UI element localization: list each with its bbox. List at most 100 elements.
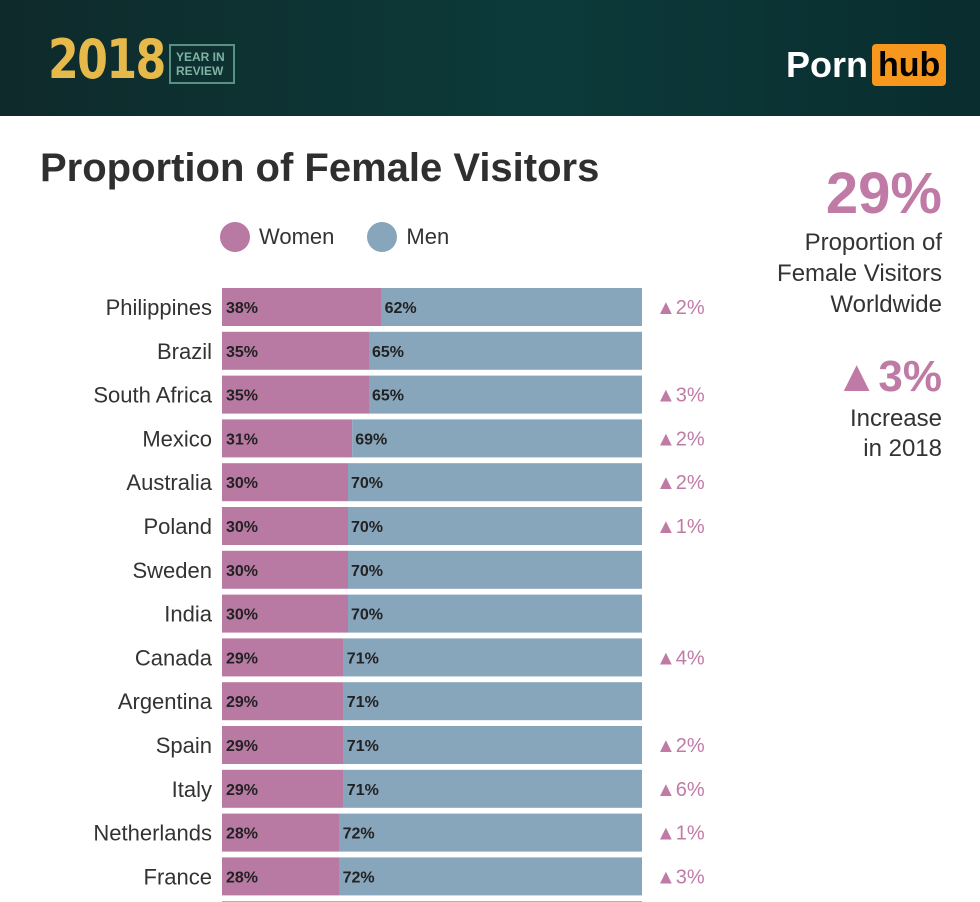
category-label: Australia xyxy=(126,470,212,495)
bar-women xyxy=(222,726,344,764)
change-label: ▲1% xyxy=(656,823,705,845)
bar-men xyxy=(369,375,642,414)
bar-women xyxy=(222,375,369,414)
legend-label-women: Women xyxy=(259,224,335,249)
worldwide-label-line-2: Female Visitors xyxy=(777,260,942,287)
change-label: ▲2% xyxy=(656,428,705,450)
legend-label-men: Men xyxy=(406,224,450,249)
logo-text-hub: hub xyxy=(872,44,947,86)
bar-men xyxy=(343,682,642,721)
data-label-men: 71% xyxy=(347,650,379,667)
category-label: France xyxy=(144,864,212,889)
data-label-women: 29% xyxy=(226,738,258,755)
bar-men xyxy=(339,813,642,852)
data-label-women: 30% xyxy=(226,563,258,580)
chart-legend: Women Men xyxy=(220,222,482,252)
change-label: ▲4% xyxy=(656,647,705,669)
data-label-men: 69% xyxy=(355,431,387,448)
change-label: ▲6% xyxy=(656,779,705,801)
data-label-men: 70% xyxy=(351,563,383,580)
data-label-men: 62% xyxy=(385,300,417,317)
data-label-women: 28% xyxy=(226,869,258,886)
data-label-men: 71% xyxy=(347,782,379,799)
change-label: ▲2% xyxy=(656,472,705,494)
data-label-men: 71% xyxy=(347,694,379,711)
bar-women xyxy=(222,813,340,852)
bar-women xyxy=(222,507,348,545)
change-label: ▲1% xyxy=(656,516,705,538)
increase-label-line-2: in 2018 xyxy=(863,435,942,462)
data-label-men: 72% xyxy=(343,826,375,843)
change-label: ▲3% xyxy=(656,866,705,888)
bar-men xyxy=(343,638,642,677)
bar-men xyxy=(348,550,642,589)
category-label: Netherlands xyxy=(93,821,212,846)
bar-men xyxy=(343,769,642,808)
bar-men xyxy=(369,331,642,370)
increase-label-line-1: Increase xyxy=(849,405,942,432)
data-label-women: 29% xyxy=(226,650,258,667)
increase-percent: ▲3% xyxy=(834,352,942,401)
bar-men xyxy=(348,507,642,545)
year-in-review-badge: YEAR IN REVIEW xyxy=(169,44,235,84)
legend-swatch-men xyxy=(367,222,398,252)
bar-women xyxy=(222,288,382,326)
site-logo[interactable]: Porn hub xyxy=(786,44,947,86)
category-label: Italy xyxy=(172,777,212,802)
data-label-women: 30% xyxy=(226,519,258,536)
chart-title: Proportion of Female Visitors xyxy=(40,146,600,190)
bar-men xyxy=(348,463,642,502)
data-label-women: 38% xyxy=(226,300,258,317)
bar-men xyxy=(352,419,642,458)
bar-women xyxy=(222,463,348,502)
worldwide-label-line-1: Proportion of xyxy=(804,229,942,256)
data-label-women: 31% xyxy=(226,431,258,448)
change-label: ▲2% xyxy=(656,297,705,319)
data-label-men: 70% xyxy=(351,519,383,536)
legend-item-men: Men xyxy=(367,222,449,252)
change-label: ▲3% xyxy=(656,385,705,407)
bar-women xyxy=(222,419,353,458)
category-label: Poland xyxy=(143,514,212,539)
category-label: Spain xyxy=(156,733,212,758)
data-label-women: 30% xyxy=(226,607,258,624)
data-label-women: 30% xyxy=(226,475,258,492)
data-label-men: 65% xyxy=(372,388,404,405)
data-label-women: 28% xyxy=(226,826,258,843)
legend-item-women: Women xyxy=(220,222,334,252)
logo-text-porn: Porn xyxy=(786,44,869,85)
bar-women xyxy=(222,638,344,677)
bar-men xyxy=(343,726,642,764)
bar-men xyxy=(348,594,642,633)
category-label: Brazil xyxy=(157,339,212,364)
bar-women xyxy=(222,331,369,370)
legend-swatch-women xyxy=(220,222,250,252)
worldwide-percent: 29% xyxy=(825,161,942,226)
category-label: Canada xyxy=(135,645,213,670)
category-label: Sweden xyxy=(132,558,212,583)
data-label-men: 70% xyxy=(351,475,383,492)
data-label-men: 65% xyxy=(372,344,404,361)
category-label: Argentina xyxy=(118,689,213,714)
category-label: India xyxy=(164,602,212,627)
category-label: South Africa xyxy=(93,383,212,408)
category-label: Mexico xyxy=(142,426,212,451)
data-label-men: 72% xyxy=(343,869,375,886)
bar-women xyxy=(222,857,340,896)
category-label: Philippines xyxy=(106,295,212,320)
bar-women xyxy=(222,682,344,721)
change-label: ▲2% xyxy=(656,735,705,757)
bar-women xyxy=(222,769,344,808)
data-label-men: 71% xyxy=(347,738,379,755)
data-label-men: 70% xyxy=(351,607,383,624)
data-label-women: 29% xyxy=(226,694,258,711)
year-label: 2018 xyxy=(48,28,166,91)
data-label-women: 29% xyxy=(226,782,258,799)
worldwide-label-line-3: Worldwide xyxy=(830,291,942,318)
data-label-women: 35% xyxy=(226,344,258,361)
bar-women xyxy=(222,594,348,633)
bar-men xyxy=(339,857,642,896)
bar-men xyxy=(381,288,642,326)
header-banner: 2018 YEAR IN REVIEW Porn hub xyxy=(0,0,980,116)
